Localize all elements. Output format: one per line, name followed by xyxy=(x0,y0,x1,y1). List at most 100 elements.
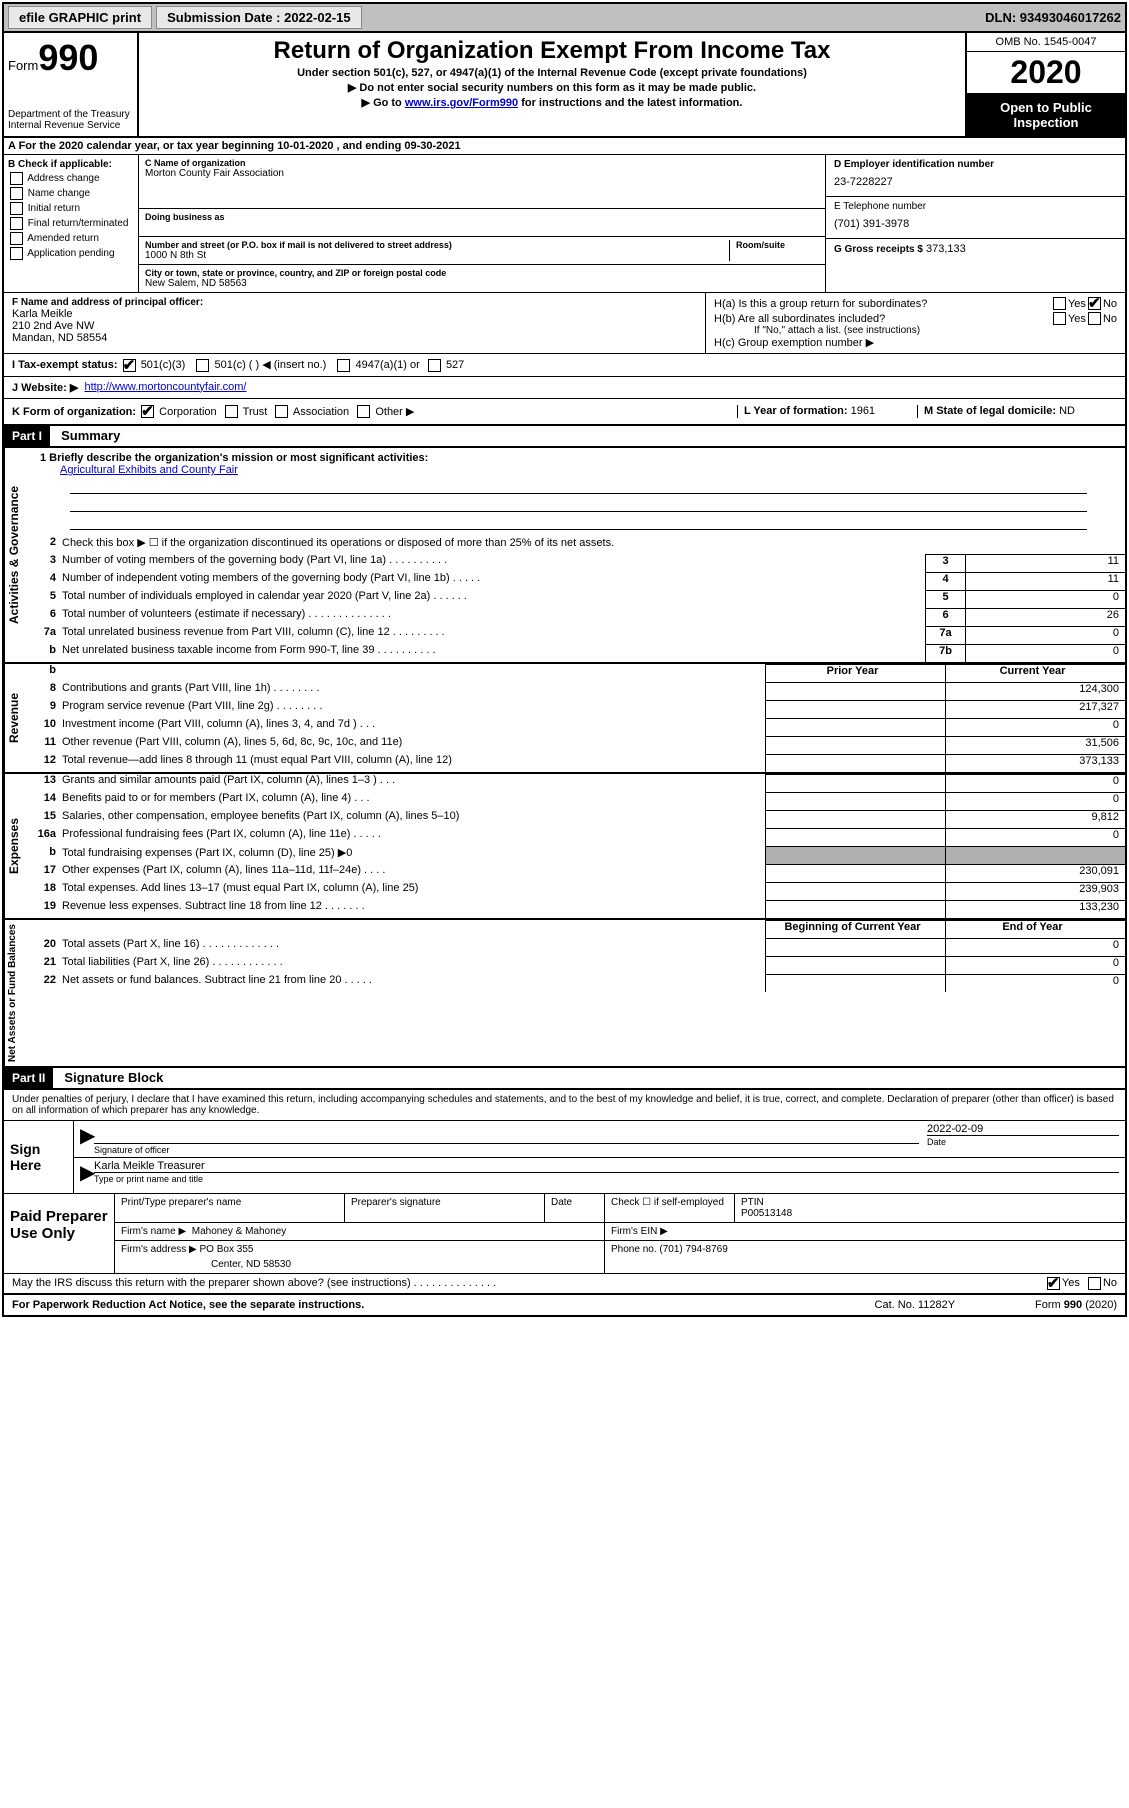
perjury-text: Under penalties of perjury, I declare th… xyxy=(4,1090,1125,1121)
cb-527[interactable] xyxy=(428,359,441,372)
begin-year-header: Beginning of Current Year xyxy=(765,920,945,938)
hb-note: If "No," attach a list. (see instruction… xyxy=(754,325,1117,336)
discuss-no[interactable] xyxy=(1088,1277,1101,1290)
col-de: D Employer identification number 23-7228… xyxy=(825,155,1125,292)
current-value: 0 xyxy=(945,828,1125,846)
current-value: 0 xyxy=(945,774,1125,792)
part2-header: Part II Signature Block xyxy=(4,1068,1125,1090)
line-num: 16a xyxy=(32,828,62,846)
line-text: Total unrelated business revenue from Pa… xyxy=(62,626,925,644)
cb-4947[interactable] xyxy=(337,359,350,372)
prior-year-header: Prior Year xyxy=(765,664,945,682)
prep-check-label: Check ☐ if self-employed xyxy=(605,1194,735,1222)
officer-name: Karla Meikle xyxy=(12,308,697,320)
cb-name-change[interactable]: Name change xyxy=(8,187,134,200)
line-text: Contributions and grants (Part VIII, lin… xyxy=(62,682,765,700)
cb-amended-return[interactable]: Amended return xyxy=(8,232,134,245)
street-label: Number and street (or P.O. box if mail i… xyxy=(145,240,729,250)
cb-address-change[interactable]: Address change xyxy=(8,172,134,185)
revenue-side: Revenue xyxy=(4,664,32,772)
mission-text[interactable]: Agricultural Exhibits and County Fair xyxy=(60,464,1117,476)
tax-year: 2020 xyxy=(967,52,1125,94)
firm-ein-label: Firm's EIN ▶ xyxy=(605,1223,1125,1240)
form-label: Form xyxy=(8,58,38,73)
col-h: H(a) Is this a group return for subordin… xyxy=(705,293,1125,353)
line-num: 15 xyxy=(32,810,62,828)
line-value: 0 xyxy=(965,590,1125,608)
line-text: Total assets (Part X, line 16) . . . . .… xyxy=(62,938,765,956)
submission-date-button[interactable]: Submission Date : 2022-02-15 xyxy=(156,6,362,29)
cb-corp[interactable] xyxy=(141,405,154,418)
ein-value: 23-7228227 xyxy=(834,176,1117,188)
open-public-label: Open to Public Inspection xyxy=(967,94,1125,136)
instructions-link[interactable]: www.irs.gov/Form990 xyxy=(405,97,518,109)
cb-application-pending[interactable]: Application pending xyxy=(8,247,134,260)
sig-date-label: Date xyxy=(927,1135,1119,1147)
line-text: Total expenses. Add lines 13–17 (must eq… xyxy=(62,882,765,900)
prior-value xyxy=(765,864,945,882)
form-page: efile GRAPHIC print Submission Date : 20… xyxy=(2,2,1127,1317)
ha-yes[interactable] xyxy=(1053,297,1066,310)
cb-trust[interactable] xyxy=(225,405,238,418)
row-j: J Website: ▶ http://www.mortoncountyfair… xyxy=(4,377,1125,399)
line-text: Professional fundraising fees (Part IX, … xyxy=(62,828,765,846)
website-link[interactable]: http://www.mortoncountyfair.com/ xyxy=(84,381,246,394)
discuss-yes[interactable] xyxy=(1047,1277,1060,1290)
hc-label: H(c) Group exemption number ▶ xyxy=(714,336,1117,349)
ha-no[interactable] xyxy=(1088,297,1101,310)
line-num: 3 xyxy=(32,554,62,572)
line-text: Total liabilities (Part X, line 26) . . … xyxy=(62,956,765,974)
end-year-header: End of Year xyxy=(945,920,1125,938)
line-text: Net unrelated business taxable income fr… xyxy=(62,644,925,662)
line-num: 13 xyxy=(32,774,62,792)
hb-yes[interactable] xyxy=(1053,312,1066,325)
efile-print-button[interactable]: efile GRAPHIC print xyxy=(8,6,152,29)
opt-501c3: 501(c)(3) xyxy=(141,359,186,371)
footer-left: For Paperwork Reduction Act Notice, see … xyxy=(12,1299,875,1311)
current-value: 239,903 xyxy=(945,882,1125,900)
current-value: 31,506 xyxy=(945,736,1125,754)
form-title: Return of Organization Exempt From Incom… xyxy=(147,37,957,65)
part1-header: Part I Summary xyxy=(4,426,1125,448)
prep-phone-label: Phone no. xyxy=(611,1244,657,1255)
cb-final-return[interactable]: Final return/terminated xyxy=(8,217,134,230)
preparer-label: Paid Preparer Use Only xyxy=(4,1194,114,1273)
cb-other[interactable] xyxy=(357,405,370,418)
ptin-value: P00513148 xyxy=(741,1208,1119,1219)
omb-number: OMB No. 1545-0047 xyxy=(967,33,1125,52)
line-value: 0 xyxy=(965,626,1125,644)
line-box-num: 4 xyxy=(925,572,965,590)
footer-right: Form 990 (2020) xyxy=(1035,1299,1117,1311)
sign-here-label: Sign Here xyxy=(4,1121,74,1193)
city-label: City or town, state or province, country… xyxy=(145,268,819,278)
cb-501c[interactable] xyxy=(196,359,209,372)
prior-value xyxy=(765,882,945,900)
org-name-label: C Name of organization xyxy=(145,158,819,168)
sig-arrow-icon: ▶ xyxy=(80,1160,94,1186)
officer-addr1: 210 2nd Ave NW xyxy=(12,320,697,332)
i-label: I Tax-exempt status: xyxy=(12,359,118,371)
line-num: b xyxy=(32,846,62,864)
form-note1: ▶ Do not enter social security numbers o… xyxy=(147,81,957,94)
line-text: Total fundraising expenses (Part IX, col… xyxy=(62,846,765,864)
cb-initial-return[interactable]: Initial return xyxy=(8,202,134,215)
governance-side: Activities & Governance xyxy=(4,448,32,662)
header-left: Form990 Department of the Treasury Inter… xyxy=(4,33,139,136)
opt-assoc: Association xyxy=(293,406,349,418)
cb-assoc[interactable] xyxy=(275,405,288,418)
expenses-section: Expenses 13 Grants and similar amounts p… xyxy=(4,774,1125,920)
line-text: Total number of individuals employed in … xyxy=(62,590,925,608)
prior-value xyxy=(765,682,945,700)
gross-label: G Gross receipts $ xyxy=(834,244,923,255)
line-num: 19 xyxy=(32,900,62,918)
line-num: 11 xyxy=(32,736,62,754)
prior-value xyxy=(765,956,945,974)
current-value xyxy=(945,846,1125,864)
part2-label: Part II xyxy=(4,1068,53,1088)
hb-no[interactable] xyxy=(1088,312,1101,325)
current-value: 373,133 xyxy=(945,754,1125,772)
ha-label: H(a) Is this a group return for subordin… xyxy=(714,298,1051,310)
gross-value: 373,133 xyxy=(926,243,966,255)
cb-501c3[interactable] xyxy=(123,359,136,372)
firm-addr1: PO Box 355 xyxy=(200,1244,254,1255)
